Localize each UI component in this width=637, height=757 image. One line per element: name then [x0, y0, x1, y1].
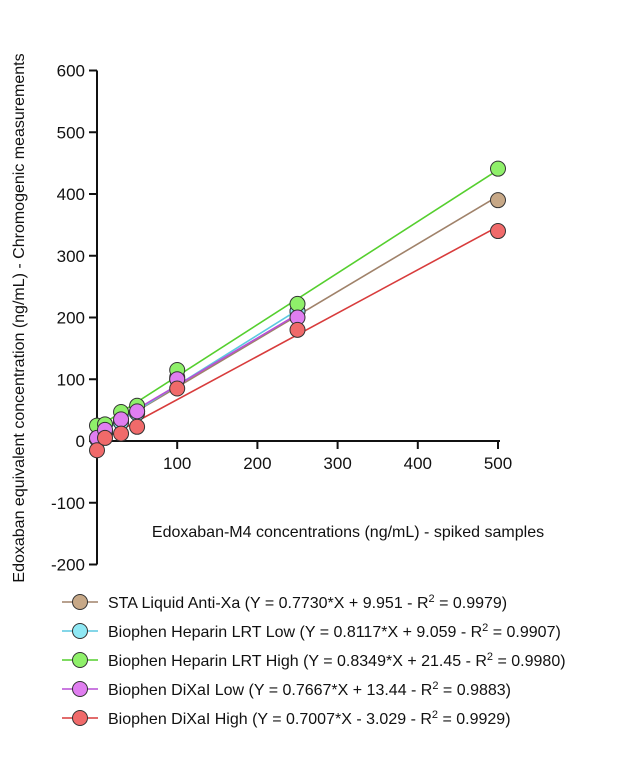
data-point — [490, 160, 506, 177]
legend-superscript: 2 — [432, 709, 438, 721]
legend-superscript: 2 — [432, 680, 438, 692]
x-tick-label: 200 — [243, 454, 271, 473]
y-tick-label: 100 — [57, 370, 85, 389]
y-tick-label: 400 — [57, 185, 85, 204]
data-point — [89, 442, 105, 459]
data-point — [490, 223, 506, 240]
axes: -200 -100 0 100 200 300 400 500 600 100 200 300 400 5… — [51, 62, 512, 575]
data-point — [289, 321, 306, 338]
legend-label: STA Liquid Anti-Xa (Y = 0.7730*X + 9.951… — [108, 593, 507, 612]
data-point — [129, 418, 146, 435]
legend-label-text: Biophen DiXaI Low (Y = 0.7667*X + 13.44 … — [108, 682, 432, 699]
legend-marker — [72, 623, 88, 639]
legend-marker — [72, 710, 88, 726]
data-point — [490, 192, 506, 209]
legend-superscript: 2 — [482, 622, 488, 634]
data-point — [169, 380, 186, 397]
legend-label: Biophen DiXaI High (Y = 0.7007*X - 3.029… — [108, 709, 511, 728]
data-point — [113, 411, 130, 428]
x-axis-title: Edoxaban-M4 concentrations (ng/mL) - spi… — [152, 524, 544, 541]
legend-marker — [72, 681, 88, 697]
legend-superscript: 2 — [487, 651, 493, 663]
legend-label-text: = 0.9980) — [493, 653, 566, 670]
x-tick-label: 300 — [323, 454, 351, 473]
legend-label-text: Biophen Heparin LRT Low (Y = 0.8117*X + … — [108, 624, 482, 641]
legend-superscript: 2 — [429, 593, 435, 605]
legend-label-text: = 0.9907) — [488, 624, 561, 641]
legend-label-text: Biophen DiXaI High (Y = 0.7007*X - 3.029… — [108, 711, 432, 728]
legend-label: Biophen Heparin LRT High (Y = 0.8349*X +… — [108, 651, 566, 670]
y-tick-label: 300 — [57, 247, 85, 266]
data-points — [89, 160, 506, 459]
legend-label-text: Biophen Heparin LRT High (Y = 0.8349*X +… — [108, 653, 487, 670]
y-tick-label: -100 — [51, 494, 85, 513]
data-point — [289, 295, 306, 312]
legend-label: Biophen DiXaI Low (Y = 0.7667*X + 13.44 … — [108, 680, 511, 699]
x-tick-label: 400 — [404, 454, 432, 473]
legend: STA Liquid Anti-Xa (Y = 0.7730*X + 9.951… — [62, 593, 566, 728]
x-tick-label: 100 — [163, 454, 191, 473]
y-tick-label: 500 — [57, 123, 85, 142]
data-point — [129, 403, 146, 420]
data-point — [97, 429, 114, 446]
legend-label: Biophen Heparin LRT Low (Y = 0.8117*X + … — [108, 622, 561, 641]
data-point — [113, 425, 130, 442]
y-tick-label: 200 — [57, 309, 85, 328]
legend-label-text: = 0.9979) — [435, 595, 508, 612]
y-axis-title: Edoxaban equivalent concentration (ng/mL… — [11, 53, 28, 582]
legend-marker — [72, 652, 88, 668]
legend-label-text: = 0.9883) — [438, 682, 511, 699]
legend-marker — [72, 594, 88, 610]
x-tick-label: 500 — [484, 454, 512, 473]
y-tick-label: -200 — [51, 556, 85, 575]
y-tick-label: 0 — [76, 432, 85, 451]
legend-label-text: = 0.9929) — [438, 711, 511, 728]
y-tick-label: 600 — [57, 62, 85, 81]
legend-label-text: STA Liquid Anti-Xa (Y = 0.7730*X + 9.951… — [108, 595, 429, 612]
